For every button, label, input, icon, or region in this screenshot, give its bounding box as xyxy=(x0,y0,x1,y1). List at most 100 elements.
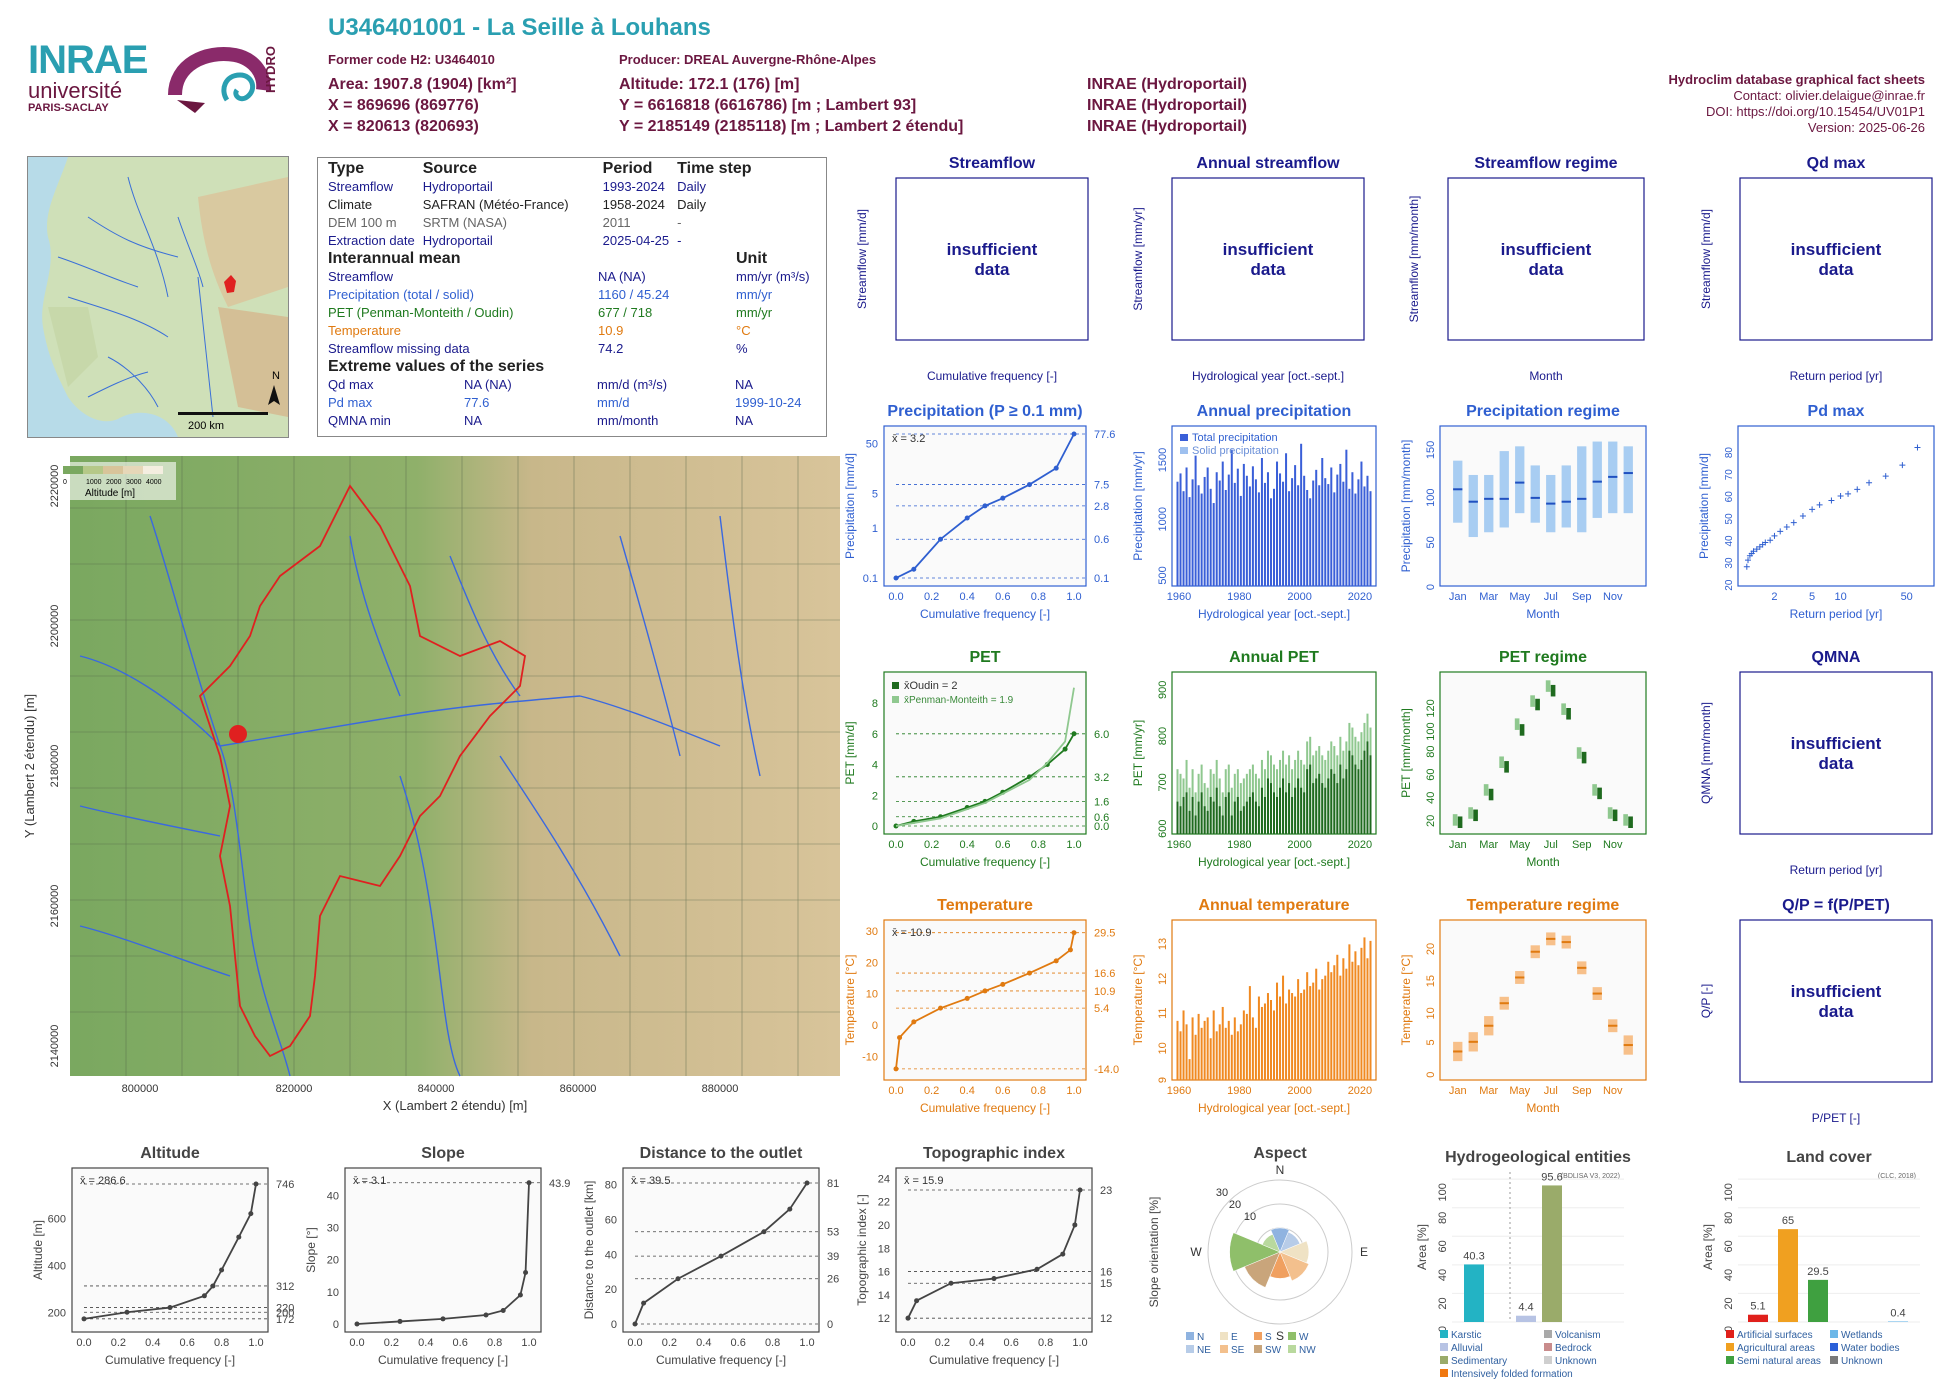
insufficient-label: insufficient xyxy=(1223,240,1314,259)
cum-point xyxy=(787,1206,793,1212)
annual-bar xyxy=(1260,1006,1263,1080)
x-axis-label: P/PET [-] xyxy=(1812,1111,1860,1125)
hydro-logo-graphic: HYDRO xyxy=(168,46,278,113)
insufficient-label: insufficient xyxy=(947,240,1038,259)
regime-box xyxy=(1592,441,1602,518)
compass-label: E xyxy=(1360,1245,1368,1259)
quantile-label: 172 xyxy=(276,1314,294,1326)
y-axis-label: Temperature [°C] xyxy=(1399,955,1413,1046)
svg-text:820000: 820000 xyxy=(276,1083,313,1095)
x-tick-label: Nov xyxy=(1603,839,1623,851)
annual-bar xyxy=(1297,778,1300,834)
annual-bar xyxy=(1321,979,1324,1080)
mean-value: 74.2 xyxy=(598,341,624,356)
annual-bar xyxy=(1203,476,1206,586)
plot-frame xyxy=(1171,177,1365,341)
y-tick-label: 5 xyxy=(872,488,878,500)
chart-pd_max: Pd max Return period [yr] Precipitation [m… xyxy=(1697,403,1935,621)
y-lambert93: Y = 6616818 (6616786) [m ; Lambert 93] xyxy=(619,97,917,114)
annual-bar xyxy=(1369,940,1372,1080)
chart-title: QMNA xyxy=(1812,649,1861,666)
compass-label: W xyxy=(1190,1245,1202,1259)
annual-bar xyxy=(1206,467,1209,586)
inrae-logo: INRAE université PARIS-SACLAY xyxy=(28,40,148,120)
cum-point xyxy=(982,503,988,509)
cum-point xyxy=(1053,465,1059,471)
chart-title: Streamflow xyxy=(949,155,1036,172)
mean-unit: mm/yr xyxy=(736,305,773,320)
y-axis-label: Area [%] xyxy=(1701,1224,1715,1270)
annual-bar xyxy=(1224,490,1227,586)
x-axis-label: Cumulative frequency [-] xyxy=(927,369,1057,383)
annual-bar xyxy=(1269,498,1272,586)
y-tick-label: 10 xyxy=(866,989,878,1001)
x-lambert2: X = 820613 (820693) xyxy=(328,118,479,135)
y-tick-label: 40 xyxy=(1437,1269,1449,1281)
annual-bar xyxy=(1245,801,1248,834)
x-tick-label: 0.2 xyxy=(924,591,939,603)
annual-bar xyxy=(1260,787,1263,834)
annual-bar xyxy=(1251,1017,1254,1080)
cum-point xyxy=(526,1180,532,1186)
info-cell: Extraction date xyxy=(328,233,415,248)
annual-bar xyxy=(1363,750,1366,834)
inset-map-graphic: 200 km N xyxy=(28,157,288,437)
annual-bar xyxy=(1288,491,1291,586)
y-tick-label: 10 xyxy=(1425,1007,1437,1019)
annual-bar xyxy=(1257,806,1260,834)
quantile-label: 3.2 xyxy=(1094,772,1109,784)
x-tick-label: 0.6 xyxy=(180,1337,195,1349)
chart-title: Qd max xyxy=(1807,155,1866,172)
chart-altitude: Altitude Cumulative frequency [-] Altitude… xyxy=(31,1145,294,1367)
svg-text:2140000: 2140000 xyxy=(49,1025,61,1068)
y-tick-label: 20 xyxy=(878,1220,890,1232)
insufficient-label: insufficient xyxy=(1791,982,1882,1001)
x-tick-label: Jul xyxy=(1544,591,1558,603)
y-axis-label: Precipitation [mm/d] xyxy=(843,453,857,559)
annual-bar xyxy=(1185,792,1188,834)
legend-label: Bedrock xyxy=(1555,1343,1593,1354)
legend-swatch xyxy=(1288,1332,1296,1340)
x-tick-label: 0.8 xyxy=(1031,1085,1046,1097)
y-axis-label: PET [mm/month] xyxy=(1399,708,1413,798)
rose-slice xyxy=(1261,1233,1281,1253)
annual-bar xyxy=(1176,801,1179,834)
y-axis-label: Temperature [°C] xyxy=(1131,955,1145,1046)
info-cell: SAFRAN (Météo-France) xyxy=(422,197,569,212)
x-tick-label: 2020 xyxy=(1348,839,1372,851)
annual-bar xyxy=(1366,958,1369,1080)
annual-bar xyxy=(1351,755,1354,834)
mean-value: NA (NA) xyxy=(598,269,646,284)
cum-point xyxy=(1062,746,1068,752)
cum-point xyxy=(1077,1187,1083,1193)
cum-point xyxy=(1072,1222,1078,1228)
chart-streamflow_regime: Streamflow regime Month Streamflow [mm/mon… xyxy=(1407,155,1645,383)
quantile-label: 746 xyxy=(276,1179,294,1191)
y-tick-label: 40 xyxy=(1425,792,1437,804)
chart-streamflow: Streamflow Cumulative frequency [-] Stream… xyxy=(855,155,1089,383)
annual-bar xyxy=(1357,769,1360,834)
mean-value: 677 / 718 xyxy=(598,305,653,320)
y-tick-label: 16 xyxy=(878,1267,890,1279)
info-panel: Type Source Period Time step Streamflow H… xyxy=(317,157,827,437)
legend-label: Intensively folded formation xyxy=(1451,1369,1573,1380)
mean-label: Streamflow missing data xyxy=(328,341,470,356)
y-tick-label: 30 xyxy=(327,1222,339,1234)
legend-swatch xyxy=(1440,1343,1448,1351)
annual-bar xyxy=(1306,490,1309,586)
return-period-point xyxy=(1837,493,1844,500)
cum-point xyxy=(982,988,988,994)
regime-box-oudin xyxy=(1623,814,1628,826)
chart-temp_regime: Temperature regime Month Temperature [°C] J… xyxy=(1399,897,1647,1115)
y-tick-label: 8 xyxy=(872,698,878,710)
x-axis-label: Cumulative frequency [-] xyxy=(378,1353,508,1367)
bar-value-label: 4.4 xyxy=(1518,1302,1533,1314)
return-period-point xyxy=(1750,548,1757,555)
annual-bar xyxy=(1354,951,1357,1080)
chart-title: Altitude xyxy=(140,1145,200,1162)
chart-title: Temperature regime xyxy=(1467,897,1620,914)
annual-bar xyxy=(1288,989,1291,1080)
cum-point xyxy=(911,1019,917,1025)
y-tick-label: 10 xyxy=(327,1287,339,1299)
chart-annual_temp: Annual temperature Hydrological year [oct… xyxy=(1131,897,1377,1115)
